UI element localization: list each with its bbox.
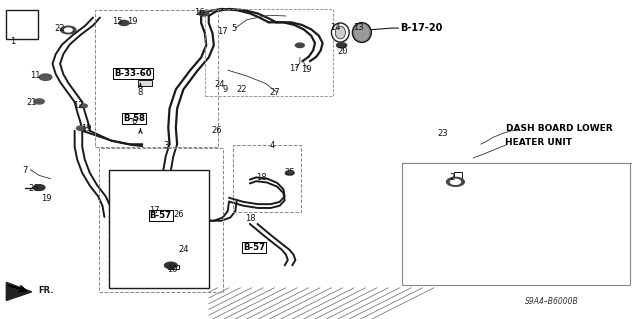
- Text: DASH BOARD LOWER: DASH BOARD LOWER: [506, 124, 612, 133]
- Text: 19: 19: [301, 65, 312, 74]
- Text: 15: 15: [112, 17, 122, 26]
- Text: 4: 4: [269, 141, 275, 150]
- Text: 22: 22: [54, 24, 65, 33]
- FancyBboxPatch shape: [403, 163, 630, 285]
- Text: S9A4–B6000B: S9A4–B6000B: [525, 297, 579, 306]
- FancyBboxPatch shape: [138, 80, 152, 86]
- Text: B-57: B-57: [150, 211, 172, 220]
- Text: 24: 24: [178, 245, 189, 254]
- Circle shape: [164, 262, 177, 269]
- FancyBboxPatch shape: [454, 172, 462, 179]
- Circle shape: [33, 185, 45, 190]
- Ellipse shape: [355, 25, 368, 40]
- FancyBboxPatch shape: [6, 10, 38, 39]
- Circle shape: [77, 126, 85, 130]
- Text: 5: 5: [232, 24, 237, 33]
- Circle shape: [285, 171, 294, 175]
- Text: 17: 17: [218, 27, 228, 36]
- Text: 26: 26: [211, 126, 221, 135]
- Text: 18: 18: [245, 214, 256, 223]
- Text: 10: 10: [167, 265, 177, 274]
- Text: 11: 11: [30, 71, 41, 80]
- Text: 3: 3: [163, 141, 168, 150]
- Text: 9: 9: [223, 85, 228, 94]
- Text: 27: 27: [270, 88, 280, 97]
- Text: 24: 24: [214, 80, 225, 89]
- Text: 18: 18: [257, 173, 267, 182]
- Ellipse shape: [335, 26, 346, 39]
- Text: B-57: B-57: [243, 243, 266, 252]
- Text: 17: 17: [149, 206, 159, 215]
- Text: 25: 25: [284, 168, 295, 177]
- Circle shape: [447, 177, 464, 186]
- Text: 8: 8: [138, 88, 143, 97]
- Text: HEATER UNIT: HEATER UNIT: [505, 138, 572, 147]
- Text: 7: 7: [22, 166, 28, 175]
- Text: 22: 22: [236, 85, 247, 94]
- Text: 17: 17: [289, 64, 300, 73]
- Circle shape: [451, 179, 461, 184]
- Circle shape: [80, 104, 87, 108]
- Text: B-17-20: B-17-20: [400, 23, 442, 33]
- Text: 21: 21: [26, 98, 37, 107]
- Text: 2: 2: [450, 173, 455, 182]
- Text: 13: 13: [353, 23, 364, 32]
- Text: 12: 12: [73, 101, 84, 110]
- Circle shape: [198, 11, 209, 16]
- Circle shape: [61, 26, 76, 34]
- FancyBboxPatch shape: [168, 265, 179, 269]
- Circle shape: [65, 28, 72, 32]
- Text: 6: 6: [131, 117, 137, 126]
- Text: 20: 20: [338, 47, 348, 56]
- Circle shape: [39, 74, 52, 80]
- Text: B-33-60: B-33-60: [114, 69, 152, 78]
- Circle shape: [337, 43, 347, 48]
- Text: 1: 1: [10, 37, 15, 46]
- Text: FR.: FR.: [38, 286, 54, 295]
- Text: B-58: B-58: [123, 114, 145, 123]
- Polygon shape: [6, 282, 31, 300]
- FancyBboxPatch shape: [109, 170, 209, 288]
- Text: 19: 19: [127, 17, 138, 26]
- Circle shape: [34, 99, 44, 104]
- Circle shape: [296, 43, 304, 48]
- Text: 23: 23: [438, 129, 448, 138]
- Ellipse shape: [353, 23, 371, 42]
- Text: 19: 19: [42, 194, 52, 203]
- Ellipse shape: [332, 23, 349, 42]
- Text: 26: 26: [29, 184, 40, 193]
- Text: 26: 26: [173, 210, 184, 219]
- Text: 14: 14: [330, 23, 340, 32]
- Circle shape: [119, 20, 129, 26]
- Text: 19: 19: [81, 124, 92, 133]
- Text: 16: 16: [195, 8, 205, 17]
